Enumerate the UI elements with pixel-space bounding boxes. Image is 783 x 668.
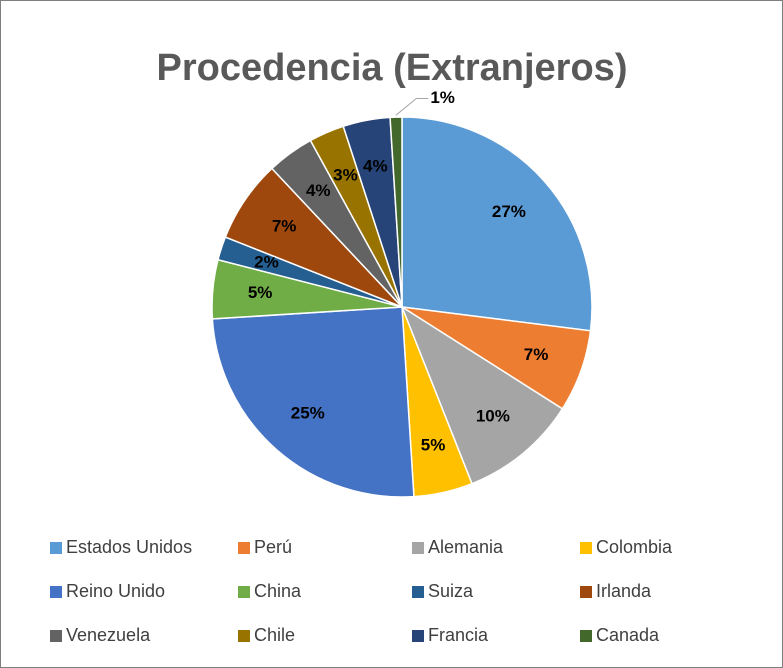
data-label: 5% xyxy=(248,283,273,302)
legend-swatch xyxy=(50,542,62,554)
legend-label: Estados Unidos xyxy=(66,537,192,557)
legend-label: Chile xyxy=(254,625,295,645)
leader-line xyxy=(395,97,429,116)
legend-swatch xyxy=(412,586,424,598)
legend-swatch xyxy=(412,630,424,642)
pie-slice xyxy=(389,116,403,308)
data-label: 10% xyxy=(476,406,510,425)
legend-label: Alemania xyxy=(428,537,504,557)
data-label: 4% xyxy=(363,157,388,176)
legend-swatch xyxy=(238,542,250,554)
data-label: 7% xyxy=(524,345,549,364)
data-label: 4% xyxy=(306,181,331,200)
legend-label: Perú xyxy=(254,537,292,557)
legend-label: Canada xyxy=(596,625,660,645)
data-label: 7% xyxy=(272,216,297,235)
legend-swatch xyxy=(580,586,592,598)
legend-swatch xyxy=(50,630,62,642)
data-label: 5% xyxy=(421,436,446,455)
legend-label: China xyxy=(254,581,302,601)
legend-swatch xyxy=(50,586,62,598)
data-label: 25% xyxy=(291,403,325,422)
pie-slice xyxy=(400,305,564,485)
pie-slice xyxy=(401,116,593,332)
data-label: 1% xyxy=(430,88,455,107)
chart-title: Procedencia (Extranjeros) xyxy=(157,47,628,89)
legend-label: Suiza xyxy=(428,581,474,601)
legend-label: Irlanda xyxy=(596,581,652,601)
legend-label: Francia xyxy=(428,625,489,645)
legend-swatch xyxy=(238,630,250,642)
legend-label: Venezuela xyxy=(66,625,151,645)
legend-label: Colombia xyxy=(596,537,673,557)
legend-swatch xyxy=(238,586,250,598)
legend-label: Reino Unido xyxy=(66,581,165,601)
pie-slice xyxy=(211,306,415,498)
data-label: 2% xyxy=(254,252,279,271)
data-label: 3% xyxy=(333,166,358,185)
legend-swatch xyxy=(412,542,424,554)
data-label: 27% xyxy=(492,202,526,221)
legend-swatch xyxy=(580,542,592,554)
legend-swatch xyxy=(580,630,592,642)
